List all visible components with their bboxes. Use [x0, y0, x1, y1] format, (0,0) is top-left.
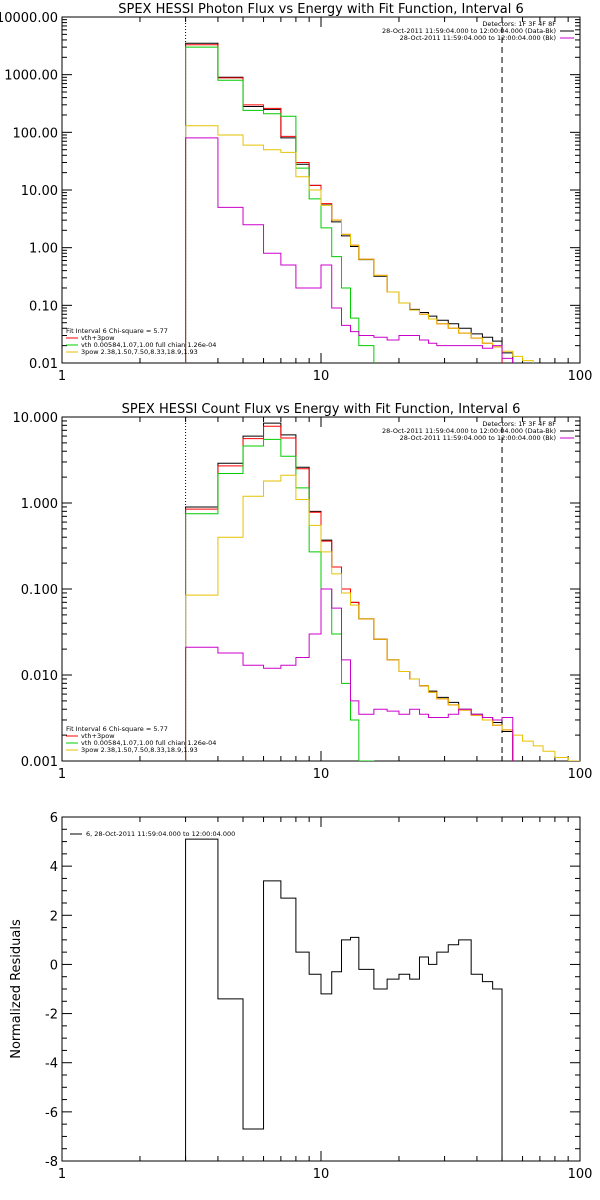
fit-legend-entry: 3pow 2.38,1.50,7.50,8.33,18.9,1.93 [81, 746, 198, 754]
series-step-line-1 [185, 422, 514, 761]
y-tick-label: 0 [50, 958, 58, 973]
y-tick-label: 1.000 [21, 497, 58, 512]
y-tick-label: 1.00 [29, 242, 58, 257]
fit-legend-entry: vth+3pow [81, 732, 115, 740]
legend-entry: 28-Oct-2011 11:59:04.000 to 12:00:04.000… [400, 434, 556, 442]
y-tick-label: 0.01 [29, 357, 58, 372]
x-tick-label: 1 [58, 1167, 66, 1182]
chart-title: SPEX HESSI Count Flux vs Energy with Fit… [122, 402, 521, 417]
series-step-line-4 [185, 125, 534, 363]
legend-entry: Detectors: 1F 3F 4F 8F [482, 20, 556, 28]
y-tick-label: 2 [50, 909, 58, 924]
series-step-line-1 [185, 42, 514, 363]
legend-entry: 28-Oct-2011 11:59:04.000 to 12:00:04.000… [400, 34, 556, 42]
y-tick-label: 1000.00 [4, 69, 58, 84]
x-tick-label: 1 [58, 369, 66, 384]
chart-panel-1: SPEX HESSI Photon Flux vs Energy with Fi… [0, 2, 592, 384]
y-axis-label: Normalized Residuals [9, 919, 24, 1059]
series-step-line-3 [185, 46, 375, 363]
chart-panel-3: 1 10 100 -8 -6 -4 -2 0 2 4 6 Normalized Residuals 6,… [9, 811, 592, 1182]
plot-area [185, 17, 534, 363]
fit-legend-header: Fit Interval 6 Chi-square = 5.77 [66, 725, 168, 733]
legend-entry: 28-Oct-2011 11:59:04.000 to 12:00:04.000… [382, 27, 556, 35]
y-tick-label: 6 [50, 811, 58, 826]
series-step-line-5 [185, 137, 514, 363]
y-tick-label: -6 [45, 1106, 58, 1121]
y-tick-label: -8 [45, 1155, 58, 1170]
y-tick-label: 0.100 [21, 583, 58, 598]
y-tick-label: -4 [45, 1057, 58, 1072]
fit-legend-entry: vth 0.00584,1.07,1.00 full chian 1.26e-0… [81, 739, 216, 747]
series-step-line-1 [185, 838, 503, 1161]
y-tick-label: 10.00 [21, 184, 58, 199]
series-step-line-2 [185, 44, 503, 363]
x-tick-label: 10 [313, 1167, 330, 1182]
y-tick-label: 10.000 [13, 411, 59, 426]
series-step-line-4 [185, 474, 580, 761]
fit-legend-entry: vth 0.00584,1.07,1.00 full chian 1.26e-0… [81, 341, 216, 349]
fit-legend-header: Fit Interval 6 Chi-square = 5.77 [66, 327, 168, 335]
y-tick-label: 100.00 [13, 126, 59, 141]
x-tick-label: 100 [568, 767, 593, 782]
x-tick-label: 100 [568, 1167, 593, 1182]
fit-legend-entry: 3pow 2.38,1.50,7.50,8.33,18.9,1.93 [81, 348, 198, 356]
x-tick-label: 100 [568, 369, 593, 384]
x-tick-label: 1 [58, 767, 66, 782]
y-tick-label: 4 [50, 860, 58, 875]
series-step-line-3 [185, 438, 375, 761]
legend-entry: Detectors: 1F 3F 4F 8F [482, 420, 556, 428]
fit-legend-entry: vth+3pow [81, 334, 115, 342]
y-tick-label: 0.010 [21, 669, 58, 684]
chart-title: SPEX HESSI Photon Flux vs Energy with Fi… [118, 2, 524, 17]
x-tick-label: 10 [313, 369, 330, 384]
series-step-line-5 [185, 588, 514, 761]
y-tick-label: 0.001 [21, 755, 58, 770]
plot-area [185, 417, 580, 761]
y-tick-label: 0.10 [29, 299, 58, 314]
legend-entry: 6, 28-Oct-2011 11:59:04.000 to 12:00:04.… [86, 830, 235, 838]
y-tick-label: 10000.00 [0, 11, 58, 26]
plot-area [185, 838, 503, 1161]
y-tick-label: -2 [45, 1008, 58, 1023]
series-step-line-2 [185, 425, 514, 761]
x-tick-label: 10 [313, 767, 330, 782]
legend-entry: 28-Oct-2011 11:59:04.000 to 12:00:04.000… [382, 427, 556, 435]
chart-panel-2: SPEX HESSI Count Flux vs Energy with Fit… [13, 402, 593, 782]
